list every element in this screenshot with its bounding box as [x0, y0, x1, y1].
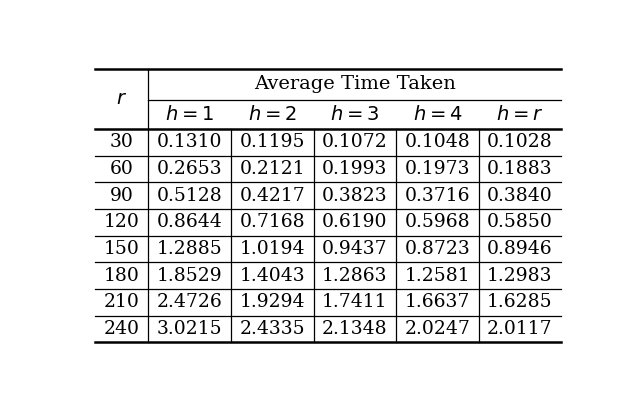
Text: 60: 60 — [109, 160, 134, 178]
Text: 2.1348: 2.1348 — [322, 320, 388, 338]
Text: $h=2$: $h=2$ — [248, 105, 296, 124]
Text: 1.6285: 1.6285 — [487, 293, 553, 311]
Text: 1.8529: 1.8529 — [157, 267, 223, 285]
Text: 1.2581: 1.2581 — [404, 267, 470, 285]
Text: 1.4043: 1.4043 — [239, 267, 305, 285]
Text: $h=r$: $h=r$ — [496, 105, 543, 124]
Text: 0.9437: 0.9437 — [322, 240, 388, 258]
Text: 210: 210 — [104, 293, 140, 311]
Text: 0.2653: 0.2653 — [157, 160, 223, 178]
Text: 240: 240 — [104, 320, 140, 338]
Text: 0.1048: 0.1048 — [404, 133, 470, 151]
Text: $h=3$: $h=3$ — [330, 105, 380, 124]
Text: 0.1993: 0.1993 — [322, 160, 387, 178]
Text: 2.4726: 2.4726 — [157, 293, 223, 311]
Text: 0.8723: 0.8723 — [404, 240, 470, 258]
Text: 0.4217: 0.4217 — [239, 186, 305, 205]
Text: 120: 120 — [104, 213, 140, 231]
Text: 30: 30 — [109, 133, 134, 151]
Text: Average Time Taken: Average Time Taken — [254, 75, 456, 94]
Text: 2.4335: 2.4335 — [239, 320, 305, 338]
Text: 1.9294: 1.9294 — [239, 293, 305, 311]
Text: 0.3840: 0.3840 — [487, 186, 553, 205]
Text: 180: 180 — [104, 267, 140, 285]
Text: 0.1973: 0.1973 — [404, 160, 470, 178]
Text: 0.1195: 0.1195 — [239, 133, 305, 151]
Text: 0.6190: 0.6190 — [322, 213, 388, 231]
Text: 0.5850: 0.5850 — [487, 213, 553, 231]
Text: $r$: $r$ — [116, 90, 127, 108]
Text: 1.0194: 1.0194 — [239, 240, 305, 258]
Text: 150: 150 — [104, 240, 140, 258]
Text: 0.7168: 0.7168 — [239, 213, 305, 231]
Text: $h=4$: $h=4$ — [413, 105, 462, 124]
Text: 3.0215: 3.0215 — [157, 320, 223, 338]
Text: 2.0117: 2.0117 — [487, 320, 553, 338]
Text: 0.1883: 0.1883 — [487, 160, 553, 178]
Text: 0.8644: 0.8644 — [157, 213, 223, 231]
Text: 1.7411: 1.7411 — [322, 293, 388, 311]
Text: 1.2863: 1.2863 — [322, 267, 388, 285]
Text: 0.3823: 0.3823 — [322, 186, 388, 205]
Text: 0.3716: 0.3716 — [404, 186, 470, 205]
Text: 2.0247: 2.0247 — [404, 320, 470, 338]
Text: 1.2983: 1.2983 — [487, 267, 552, 285]
Text: 90: 90 — [109, 186, 134, 205]
Text: 0.1310: 0.1310 — [157, 133, 223, 151]
Text: $h=1$: $h=1$ — [165, 105, 214, 124]
Text: 1.2885: 1.2885 — [157, 240, 223, 258]
Text: 0.5128: 0.5128 — [157, 186, 223, 205]
Text: 0.8946: 0.8946 — [487, 240, 553, 258]
Text: 0.5968: 0.5968 — [404, 213, 470, 231]
Text: 1.6637: 1.6637 — [404, 293, 470, 311]
Text: 0.1072: 0.1072 — [322, 133, 388, 151]
Text: 0.2121: 0.2121 — [239, 160, 305, 178]
Text: 0.1028: 0.1028 — [487, 133, 553, 151]
